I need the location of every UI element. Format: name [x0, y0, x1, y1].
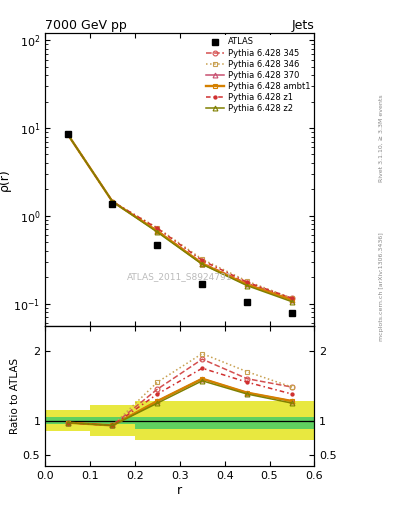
Pythia 6.428 345 — [200, 260, 205, 266]
ATLAS — [110, 201, 115, 207]
Text: 7000 GeV pp: 7000 GeV pp — [45, 19, 127, 32]
Pythia 6.428 370 — [110, 199, 115, 205]
Pythia 6.428 346 — [200, 256, 205, 262]
Line: Pythia 6.428 z2: Pythia 6.428 z2 — [65, 132, 294, 304]
Pythia 6.428 ambt1 — [110, 199, 115, 205]
Pythia 6.428 345 — [155, 227, 160, 233]
Pythia 6.428 346 — [65, 131, 70, 137]
Line: Pythia 6.428 346: Pythia 6.428 346 — [65, 132, 294, 301]
Pythia 6.428 z2 — [290, 298, 294, 305]
ATLAS — [245, 298, 250, 305]
Y-axis label: ρ(r): ρ(r) — [0, 168, 11, 191]
Pythia 6.428 ambt1 — [155, 228, 160, 234]
Pythia 6.428 370 — [200, 261, 205, 267]
Line: Pythia 6.428 345: Pythia 6.428 345 — [65, 132, 294, 301]
Pythia 6.428 z2 — [65, 131, 70, 137]
Pythia 6.428 ambt1 — [65, 131, 70, 137]
ATLAS — [290, 310, 294, 316]
ATLAS — [200, 282, 205, 288]
Pythia 6.428 z1 — [155, 225, 160, 231]
Text: mcplots.cern.ch [arXiv:1306.3436]: mcplots.cern.ch [arXiv:1306.3436] — [379, 232, 384, 341]
Pythia 6.428 345 — [290, 295, 294, 301]
Pythia 6.428 346 — [155, 225, 160, 231]
Line: Pythia 6.428 z1: Pythia 6.428 z1 — [66, 133, 294, 300]
Y-axis label: Ratio to ATLAS: Ratio to ATLAS — [10, 358, 20, 434]
Pythia 6.428 370 — [245, 282, 250, 288]
Pythia 6.428 z1 — [200, 258, 205, 264]
Pythia 6.428 z2 — [110, 199, 115, 205]
Pythia 6.428 ambt1 — [290, 297, 294, 303]
Line: Pythia 6.428 ambt1: Pythia 6.428 ambt1 — [65, 132, 294, 303]
Pythia 6.428 z1 — [290, 295, 294, 301]
Pythia 6.428 370 — [290, 297, 294, 303]
Pythia 6.428 z1 — [245, 279, 250, 285]
Pythia 6.428 z1 — [110, 199, 115, 205]
Pythia 6.428 345 — [65, 131, 70, 137]
Line: ATLAS: ATLAS — [65, 132, 295, 316]
Pythia 6.428 345 — [110, 199, 115, 205]
Pythia 6.428 z2 — [245, 283, 250, 289]
ATLAS — [155, 242, 160, 248]
Line: Pythia 6.428 370: Pythia 6.428 370 — [65, 132, 294, 303]
Pythia 6.428 370 — [65, 131, 70, 137]
Pythia 6.428 346 — [245, 278, 250, 284]
Pythia 6.428 345 — [245, 280, 250, 286]
Pythia 6.428 z1 — [65, 131, 70, 137]
Pythia 6.428 370 — [155, 228, 160, 234]
Pythia 6.428 ambt1 — [200, 261, 205, 267]
Pythia 6.428 346 — [110, 199, 115, 205]
Legend: ATLAS, Pythia 6.428 345, Pythia 6.428 346, Pythia 6.428 370, Pythia 6.428 ambt1,: ATLAS, Pythia 6.428 345, Pythia 6.428 34… — [204, 35, 313, 115]
X-axis label: r: r — [177, 483, 182, 497]
Text: Rivet 3.1.10, ≥ 3.3M events: Rivet 3.1.10, ≥ 3.3M events — [379, 94, 384, 182]
Pythia 6.428 z2 — [200, 261, 205, 267]
Text: Jets: Jets — [292, 19, 314, 32]
Pythia 6.428 ambt1 — [245, 282, 250, 288]
ATLAS — [65, 131, 70, 137]
Text: ATLAS_2011_S8924791: ATLAS_2011_S8924791 — [127, 272, 233, 281]
Pythia 6.428 z2 — [155, 229, 160, 236]
Pythia 6.428 346 — [290, 295, 294, 301]
